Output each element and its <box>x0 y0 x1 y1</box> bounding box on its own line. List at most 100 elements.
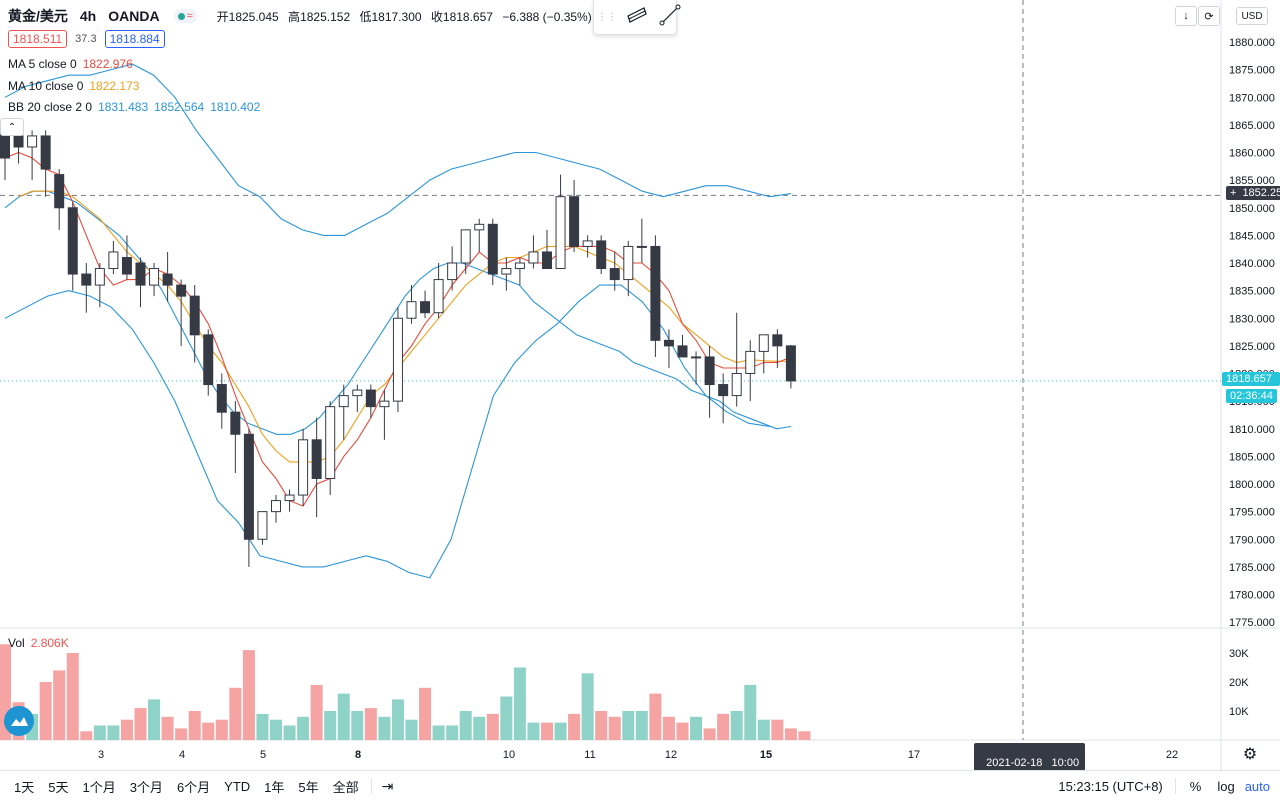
volume-bar <box>148 699 161 740</box>
volume-bar <box>459 711 472 740</box>
volume-bar <box>202 722 215 740</box>
volume-legend[interactable]: Vol 2.806K <box>8 636 69 650</box>
price-tick-label: 1840.000 <box>1229 258 1275 270</box>
candle-body <box>54 174 65 209</box>
last-price-label: 1818.657 <box>1222 372 1280 386</box>
clock-label[interactable]: 15:23:15 (UTC+8) <box>1058 778 1163 794</box>
volume-bar <box>432 725 445 740</box>
bb-upper-line <box>4 63 791 236</box>
candle-body <box>298 439 309 496</box>
volume-bar <box>161 716 174 740</box>
candle-body <box>311 439 322 479</box>
tradingview-logo[interactable] <box>4 706 34 736</box>
scroll-down-button[interactable]: ↓ <box>1175 6 1197 26</box>
candle-body <box>352 389 363 397</box>
ma5-legend[interactable]: MA 5 close 0 1822.976 <box>8 57 133 71</box>
candle-body <box>447 262 458 281</box>
bb-legend[interactable]: BB 20 close 2 0 1831.483 1852.564 1810.4… <box>8 100 261 114</box>
price-tick-label: 1875.000 <box>1229 65 1275 77</box>
candle-body <box>284 494 295 502</box>
auto-toggle[interactable]: auto <box>1244 778 1270 794</box>
time-tick-label: 5 <box>260 749 266 761</box>
chart-settings-button[interactable]: ⚙ <box>1240 744 1260 764</box>
volume-bar <box>134 708 147 740</box>
candle-body <box>650 245 661 341</box>
countdown-label: 02:36:44 <box>1226 389 1277 403</box>
price-tick-label: 1855.000 <box>1229 175 1275 187</box>
volume-bar <box>541 722 553 740</box>
volume-bar <box>297 716 310 740</box>
candle-body <box>420 301 431 314</box>
volume-tick-label: 10K <box>1229 706 1249 718</box>
divider <box>370 778 372 794</box>
volume-bar <box>120 719 133 740</box>
ma10-legend[interactable]: MA 10 close 0 1822.173 <box>8 79 140 93</box>
range-all[interactable]: 全部 <box>332 779 359 795</box>
range-6m[interactable]: 6个月 <box>176 779 211 795</box>
volume-bar <box>80 731 93 740</box>
range-3m[interactable]: 3个月 <box>129 779 163 795</box>
volume-bar <box>337 693 350 740</box>
gear-icon: ⚙ <box>1242 746 1258 763</box>
chart-canvas[interactable]: 1880.000 1875.000 1870.000 1865.000 1860.000… <box>0 0 1280 770</box>
range-5d[interactable]: 5天 <box>48 779 69 795</box>
source-label: OANDA <box>108 8 160 24</box>
candle-body <box>108 251 119 270</box>
price-tick-label: 1775.000 <box>1229 617 1275 629</box>
candle-body <box>392 317 403 402</box>
candle-body <box>474 223 485 231</box>
candle-body <box>636 245 647 248</box>
log-toggle[interactable]: log <box>1217 778 1235 794</box>
crosshair-price-label: +1852.250 <box>1226 186 1280 200</box>
candle-body <box>176 284 187 297</box>
volume-bar <box>242 650 255 740</box>
range-1y[interactable]: 1年 <box>264 779 285 795</box>
volume-bar <box>107 725 120 740</box>
candle-body <box>216 384 227 413</box>
range-1d[interactable]: 1天 <box>14 779 35 795</box>
volume-bar <box>175 728 188 740</box>
spread-value: 37.3 <box>75 33 97 45</box>
volume-bar <box>364 708 377 740</box>
volume-bar <box>730 711 743 740</box>
volume-bar <box>690 716 703 740</box>
drag-handle-icon[interactable]: ⋮⋮ <box>597 11 617 23</box>
symbol-name[interactable]: 黄金/美元 <box>8 8 68 24</box>
arrow-down-icon: ↓ <box>1183 10 1189 22</box>
time-tick-label: 8 <box>355 749 361 761</box>
range-1m[interactable]: 1个月 <box>82 779 116 795</box>
parallel-channel-tool-icon[interactable] <box>625 4 649 31</box>
candle-body <box>555 196 566 270</box>
ohlc-values: 开1825.045 高1825.152 低1817.300 收1818.657 … <box>216 9 592 24</box>
volume-bar <box>703 728 716 740</box>
ask-price[interactable]: 1818.884 <box>104 30 165 48</box>
trend-line-tool-icon[interactable] <box>659 4 681 31</box>
collapse-legend-button[interactable]: ⌃ <box>0 118 24 136</box>
candle-body <box>67 207 78 275</box>
time-tick-label: 22 <box>1166 749 1178 761</box>
price-tick-label: 1790.000 <box>1229 534 1275 546</box>
percent-toggle[interactable]: % <box>1189 778 1202 794</box>
refresh-icon: ⟳ <box>1204 10 1214 23</box>
chevron-up-icon: ⌃ <box>7 121 17 133</box>
candle-body <box>40 135 51 170</box>
candle-body <box>149 268 160 286</box>
candle-body <box>663 339 674 347</box>
range-ytd[interactable]: YTD <box>224 778 251 794</box>
candle-body <box>162 273 173 286</box>
volume-bar <box>53 670 66 740</box>
bid-price[interactable]: 1818.511 <box>8 30 68 48</box>
plus-icon[interactable]: + <box>1230 187 1237 199</box>
candle-body <box>135 262 146 286</box>
candle-body <box>406 301 417 319</box>
currency-button[interactable]: USD <box>1236 7 1268 25</box>
interval-label[interactable]: 4h <box>79 8 97 24</box>
reset-scale-button[interactable]: ⟳ <box>1198 6 1220 26</box>
candle-body <box>94 268 105 286</box>
range-5y[interactable]: 5年 <box>298 779 319 795</box>
goto-date-icon[interactable]: ⇥ <box>381 777 394 794</box>
time-tick-label: 3 <box>98 749 104 761</box>
volume-bar <box>798 731 811 740</box>
volume-bar <box>446 725 459 740</box>
candle-body <box>772 334 783 347</box>
